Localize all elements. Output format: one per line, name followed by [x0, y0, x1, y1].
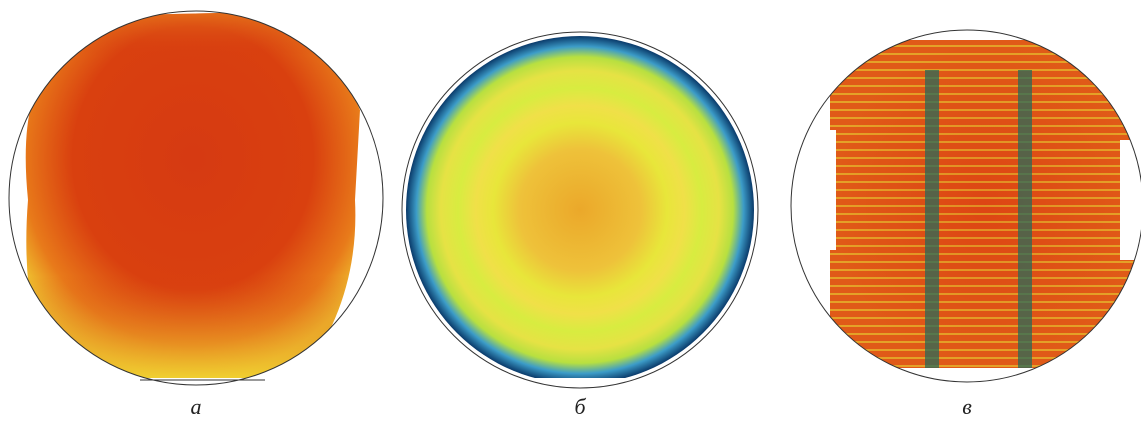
wafer-a — [9, 11, 383, 385]
wafer-c — [791, 30, 1141, 388]
figure: а б в — [0, 0, 1141, 428]
wafer-b — [400, 32, 760, 398]
panel-label: в — [962, 394, 972, 419]
panel-label: б — [574, 394, 586, 419]
page: {"panels": [{"label": "а"}, {"label": "б… — [0, 0, 1141, 428]
panel-label: а — [191, 394, 202, 419]
